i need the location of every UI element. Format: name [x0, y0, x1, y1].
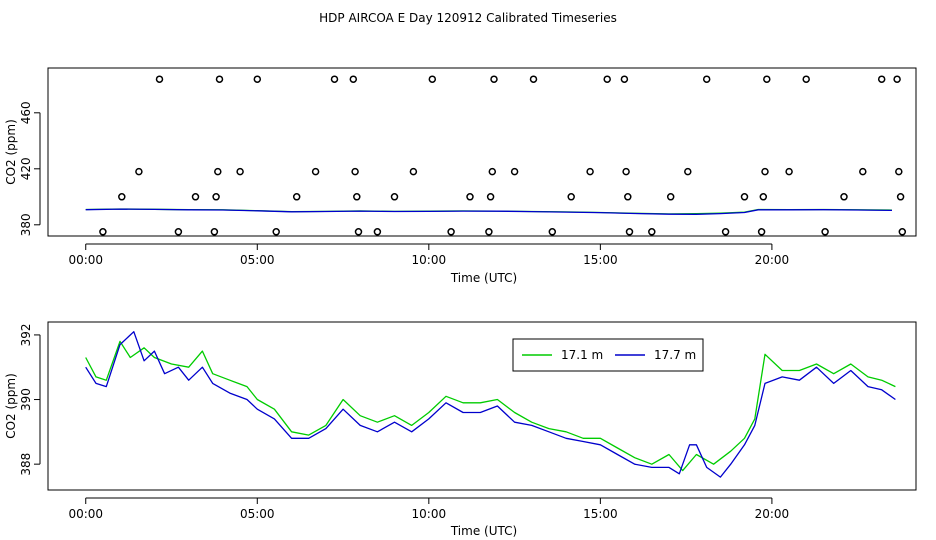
top-data-point — [898, 228, 907, 236]
top-data-point — [802, 75, 810, 83]
top-x-tick-label: 10:00 — [412, 253, 447, 267]
bottom-y-tick-label: 388 — [19, 453, 33, 476]
y-axis-label-top: CO2 (ppm) — [4, 119, 18, 185]
series-17-1-line — [85, 340, 896, 472]
bottom-x-tick-label: 05:00 — [240, 507, 275, 521]
bottom-x-tick-label: 00:00 — [68, 507, 103, 521]
top-data-point — [135, 167, 143, 176]
bottom-x-tick-label: 10:00 — [412, 507, 447, 521]
top-series-blue-line — [85, 208, 893, 215]
top-data-point — [721, 228, 730, 236]
bottom-x-tick-label: 15:00 — [583, 507, 618, 521]
top-data-point — [877, 75, 886, 83]
top-data-point — [428, 75, 437, 83]
top-data-point — [354, 228, 363, 236]
top-x-tick-label: 15:00 — [583, 253, 618, 267]
top-data-point — [785, 167, 793, 176]
top-data-point — [210, 228, 219, 236]
y-axis-label-bottom: CO2 (ppm) — [4, 373, 18, 439]
top-data-point — [155, 75, 164, 83]
x-axis-label-bottom: Time (UTC) — [450, 524, 517, 538]
legend-label-17-1: 17.1 m — [561, 348, 603, 362]
top-data-point — [625, 228, 634, 236]
bottom-x-tick-label: 20:00 — [755, 507, 790, 521]
top-data-point — [859, 167, 867, 176]
top-data-point — [893, 75, 901, 83]
top-data-point — [214, 167, 222, 176]
top-x-tick-label: 00:00 — [68, 253, 103, 267]
top-x-tick-label: 05:00 — [240, 253, 275, 267]
top-data-point — [761, 167, 769, 176]
top-data-point — [409, 167, 418, 176]
top-data-point — [215, 75, 224, 83]
top-data-point — [684, 167, 692, 176]
top-data-point — [311, 167, 320, 176]
top-data-point — [603, 75, 611, 83]
top-y-tick-label: 420 — [19, 157, 33, 180]
top-data-point — [763, 75, 771, 83]
top-data-point — [212, 193, 220, 201]
top-data-point — [567, 193, 575, 201]
top-data-point — [466, 193, 474, 201]
top-data-point — [349, 75, 358, 83]
top-data-point — [648, 228, 656, 236]
top-data-point — [666, 193, 675, 201]
top-data-point — [490, 75, 498, 83]
top-data-point — [740, 193, 749, 201]
top-data-point — [118, 193, 126, 201]
top-data-point — [896, 193, 905, 201]
top-data-point — [253, 75, 262, 83]
top-data-point — [548, 228, 557, 236]
top-data-point — [486, 193, 495, 201]
top-data-point — [99, 228, 107, 236]
top-data-point — [351, 167, 359, 176]
top-data-point — [759, 193, 768, 201]
top-data-point — [622, 167, 630, 176]
plot-frame-top — [47, 67, 917, 237]
top-data-point — [821, 228, 829, 236]
legend-label-17-7: 17.7 m — [654, 348, 696, 362]
top-data-point — [624, 193, 632, 201]
top-y-tick-label: 460 — [19, 101, 33, 124]
bottom-y-tick-label: 392 — [19, 323, 33, 346]
axes-top: 00:00 05:00 10:00 15:00 20:00 380 420 460 — [19, 101, 789, 267]
top-data-point — [840, 193, 848, 201]
top-data-point — [373, 228, 382, 236]
bottom-y-tick-label: 390 — [19, 388, 33, 411]
top-data-point — [191, 193, 200, 201]
top-data-point — [620, 75, 629, 83]
top-data-point — [353, 193, 361, 201]
panel-top: 00:00 05:00 10:00 15:00 20:00 380 420 460 Time … — [4, 67, 917, 285]
points-top — [99, 75, 907, 236]
legend: 17.1 m 17.7 m — [512, 338, 704, 372]
top-data-point — [330, 75, 339, 83]
x-axis-label-top: Time (UTC) — [450, 271, 517, 285]
top-data-point — [757, 228, 766, 236]
top-data-point — [488, 167, 497, 176]
top-data-point — [586, 167, 594, 176]
top-x-tick-label: 20:00 — [755, 253, 790, 267]
series-lines-bottom — [85, 331, 896, 478]
series-17-7-line — [85, 331, 896, 478]
top-data-point — [174, 228, 183, 236]
top-data-point — [447, 228, 455, 236]
top-data-point — [292, 193, 301, 201]
chart-title: HDP AIRCOA E Day 120912 Calibrated Times… — [319, 11, 617, 25]
series-lines-top — [85, 208, 893, 215]
panel-bottom: 00:00 05:00 10:00 15:00 20:00 388 390 392 Time … — [4, 321, 917, 538]
axes-bottom: 00:00 05:00 10:00 15:00 20:00 388 390 392 — [19, 323, 789, 521]
top-data-point — [485, 228, 493, 236]
top-data-point — [702, 75, 711, 83]
plot-frame-bottom — [47, 321, 917, 491]
top-data-point — [510, 167, 519, 176]
top-data-point — [390, 193, 399, 201]
top-data-point — [895, 167, 903, 176]
top-data-point — [236, 167, 244, 176]
top-data-point — [272, 228, 280, 236]
top-y-tick-label: 380 — [19, 213, 33, 236]
top-data-point — [529, 75, 538, 83]
